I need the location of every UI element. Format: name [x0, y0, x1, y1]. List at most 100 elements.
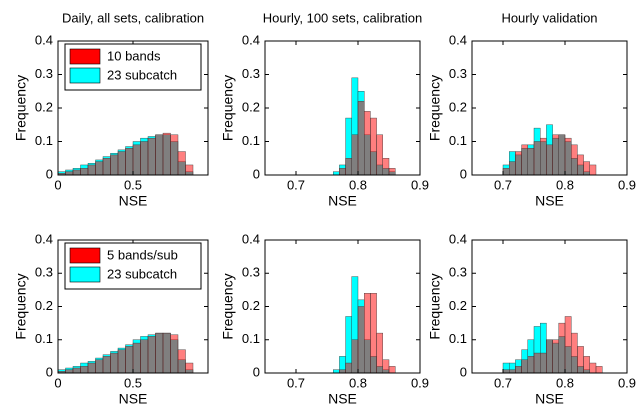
plot-area — [265, 240, 420, 373]
histogram-bar — [583, 161, 590, 175]
x-axis-label: NSE — [535, 391, 564, 407]
histogram-bar — [370, 293, 377, 373]
histogram-bar — [147, 137, 156, 175]
histogram-bar — [125, 346, 134, 373]
x-tick-label: 0.9 — [618, 177, 636, 192]
bars — [502, 316, 603, 373]
histogram-bar — [65, 171, 74, 175]
histogram-bar — [87, 362, 96, 373]
histogram-bar — [140, 141, 149, 175]
histogram-bar — [509, 161, 516, 175]
histogram-bar — [162, 332, 171, 373]
y-axis-label: Frequency — [220, 273, 236, 339]
legend-label: 23 subcatch — [107, 67, 177, 82]
x-tick-label: 0.7 — [494, 177, 512, 192]
y-tick-label: 0.2 — [242, 298, 260, 313]
histogram-bar — [589, 362, 597, 373]
y-tick-label: 0 — [253, 166, 260, 181]
y-tick-label: 0 — [253, 364, 260, 379]
histogram-bar — [102, 356, 111, 373]
histogram-bar — [382, 158, 390, 175]
histogram-bar — [155, 134, 164, 175]
y-tick-label: 0 — [46, 166, 53, 181]
legend-swatch — [69, 67, 101, 84]
histogram-bar — [540, 137, 547, 175]
y-axis-label: Frequency — [220, 75, 236, 141]
x-tick-label: 0.8 — [556, 375, 574, 390]
histogram-bar — [357, 306, 365, 373]
histogram-bar — [546, 144, 553, 175]
histogram-bar — [132, 342, 141, 373]
y-tick-label: 0 — [460, 364, 467, 379]
histogram-bar — [345, 158, 353, 175]
x-tick-label: 0.8 — [556, 177, 574, 192]
y-tick-label: 0.4 — [449, 32, 467, 47]
legend-label: 5 bands/sub — [107, 247, 178, 262]
y-tick-label: 0.1 — [242, 133, 260, 148]
histogram-bar — [162, 132, 171, 175]
histogram-bar — [345, 362, 353, 373]
y-tick-label: 0.1 — [449, 331, 467, 346]
y-tick-label: 0.3 — [242, 265, 260, 280]
y-axis-label: Frequency — [427, 75, 443, 141]
histogram-bar — [546, 339, 553, 373]
x-tick-label: 0.9 — [411, 177, 429, 192]
histogram-bar — [558, 322, 566, 373]
y-tick-label: 0.3 — [35, 265, 53, 280]
y-tick-label: 0 — [460, 166, 467, 181]
y-tick-label: 0.1 — [242, 331, 260, 346]
histogram-bar — [170, 334, 179, 373]
histogram-bar — [564, 316, 572, 373]
legend-label: 23 subcatch — [107, 266, 177, 281]
x-axis-label: NSE — [328, 193, 357, 209]
bars — [58, 332, 194, 373]
histogram-bar — [388, 366, 396, 373]
x-axis-label: NSE — [328, 391, 357, 407]
histogram-bar — [527, 147, 535, 175]
subplot: 0 0.1 0.2 0.3 0.4 0.7 0.8 0.9 NSE Frequency — [220, 231, 429, 406]
histogram-bar — [552, 134, 559, 175]
histogram-bar — [558, 134, 566, 175]
x-tick-label: 0.5 — [124, 375, 142, 390]
y-tick-label: 0.3 — [449, 265, 467, 280]
y-tick-label: 0.2 — [35, 298, 53, 313]
x-tick-label: 0 — [54, 375, 61, 390]
y-tick-label: 0.2 — [449, 99, 467, 114]
histogram-bar — [339, 168, 346, 175]
histogram-bar — [521, 144, 528, 175]
histogram-bar — [589, 164, 597, 175]
histogram-bar — [552, 339, 559, 373]
x-axis-label: NSE — [119, 193, 148, 209]
legend: 10 bands 23 subcatch — [64, 43, 202, 91]
histogram-bar — [72, 367, 81, 373]
histogram-bar — [72, 169, 81, 175]
histogram-bar — [333, 171, 340, 175]
histogram-bar — [147, 336, 156, 373]
y-axis-label: Frequency — [13, 273, 29, 339]
histogram-bar — [540, 352, 547, 373]
plot-area — [265, 41, 420, 175]
bars — [502, 124, 597, 175]
subplot-title: Hourly validation — [501, 10, 597, 25]
histogram-bar — [117, 151, 126, 175]
histogram-bar — [170, 134, 179, 175]
histogram-bar — [376, 332, 384, 373]
histogram-bar — [95, 359, 104, 373]
histogram-bar — [80, 168, 89, 175]
histogram-bar — [357, 101, 365, 175]
x-axis-label: NSE — [535, 193, 564, 209]
x-tick-label: 0.9 — [411, 375, 429, 390]
x-tick-label: 0.7 — [287, 375, 305, 390]
histogram-bar — [564, 137, 572, 175]
histogram-bar — [571, 332, 578, 373]
histogram-bar — [102, 158, 111, 175]
histogram-bar — [185, 164, 194, 175]
bars — [333, 77, 396, 175]
histogram-bar — [351, 339, 359, 373]
subplot: 0 0.1 0.2 0.3 0.4 0.7 0.8 0.9 NSE Frequency — [427, 231, 636, 406]
histogram-bar — [140, 339, 149, 373]
subplot-title: Hourly, 100 sets, calibration — [263, 10, 422, 25]
legend: 5 bands/sub 23 subcatch — [64, 242, 202, 290]
